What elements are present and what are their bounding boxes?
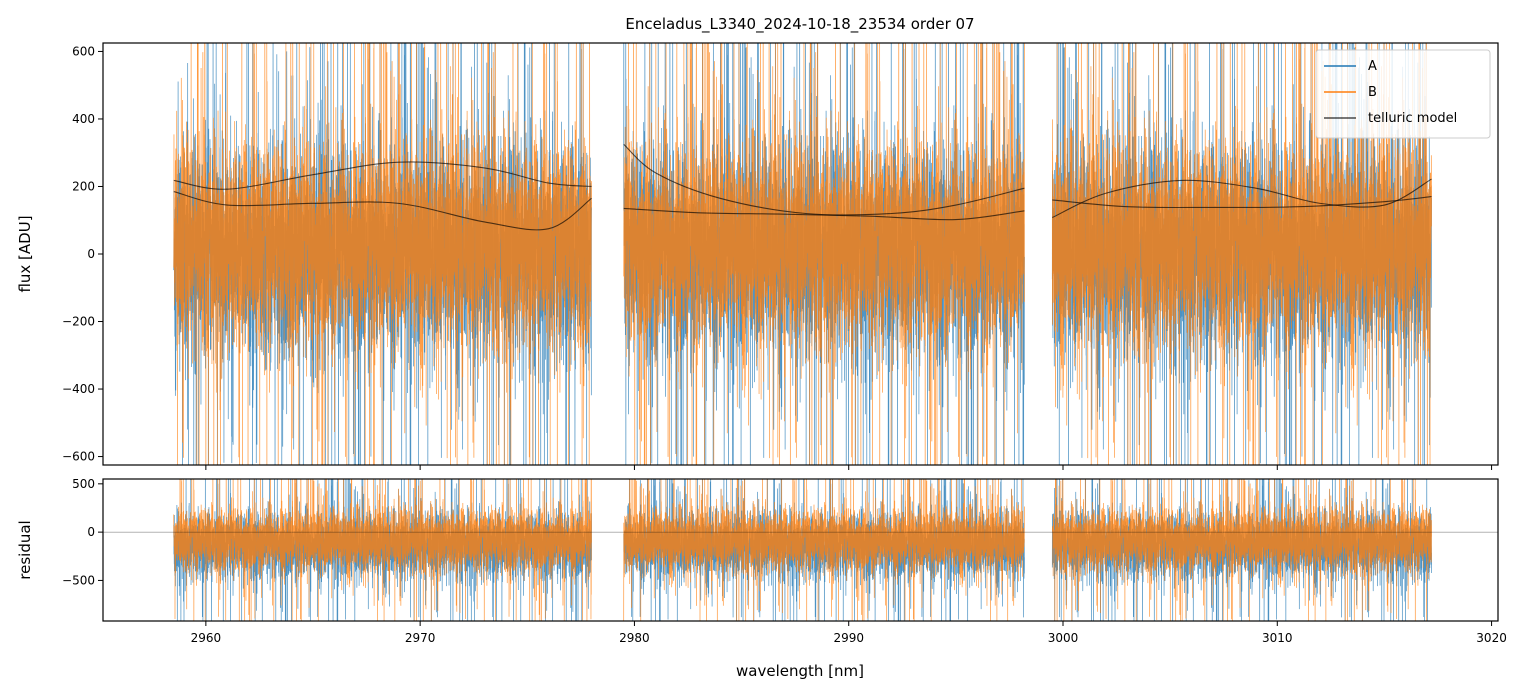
residual-data-area bbox=[103, 479, 1498, 621]
flux-y-axis-label: flux [ADU] bbox=[16, 215, 34, 292]
residual-y-axis-label: residual bbox=[16, 520, 34, 579]
flux-series-b-segment-2 bbox=[1051, 43, 1432, 465]
x-tick-label: 2960 bbox=[191, 631, 222, 645]
x-tick-label: 2990 bbox=[833, 631, 864, 645]
x-tick-label: 3000 bbox=[1048, 631, 1079, 645]
residual-axes-frame bbox=[102, 478, 1499, 622]
telluric-model-upper-segment-2 bbox=[1052, 178, 1432, 219]
residual-y-ticks: −500 0 500 bbox=[62, 477, 103, 587]
telluric-model-upper-segment-0 bbox=[173, 161, 592, 190]
x-tick-label: 3010 bbox=[1262, 631, 1293, 645]
legend-label-telluric: telluric model bbox=[1368, 111, 1457, 126]
y-tick-label: −200 bbox=[62, 315, 95, 329]
y-tick-label: 200 bbox=[72, 179, 95, 193]
telluric-model-lower-segment-1 bbox=[623, 207, 1025, 221]
y-tick-label: 0 bbox=[87, 247, 95, 261]
legend-box bbox=[1315, 49, 1491, 139]
x-tick-label: 3020 bbox=[1476, 631, 1507, 645]
residual-series-b-segment-0 bbox=[173, 479, 592, 621]
residual-x-ticks: 2960 2970 2980 2990 3000 3010 3020 bbox=[191, 621, 1507, 645]
x-tick-label: 2970 bbox=[405, 631, 436, 645]
legend-label-a: A bbox=[1368, 59, 1377, 74]
legend: A B telluric model bbox=[1315, 49, 1491, 139]
y-tick-label: 0 bbox=[87, 525, 95, 539]
flux-axes-frame bbox=[102, 42, 1499, 466]
residual-panel: −500 0 500 2960 2970 2980 2990 3000 3010 3020 re… bbox=[16, 477, 1507, 680]
y-tick-label: −500 bbox=[62, 573, 95, 587]
y-tick-label: 500 bbox=[72, 477, 95, 491]
x-axis-label: wavelength [nm] bbox=[736, 662, 864, 680]
flux-panel: −600 −400 −200 0 200 400 600 flux [ADU] bbox=[16, 42, 1499, 470]
y-tick-label: −600 bbox=[62, 450, 95, 464]
residual-series-b-segment-2 bbox=[1051, 479, 1432, 621]
residual-series-b-segment-1 bbox=[623, 479, 1025, 621]
telluric-model-lower-segment-0 bbox=[173, 191, 592, 231]
telluric-model-lower-segment-2 bbox=[1052, 196, 1432, 209]
y-tick-label: 600 bbox=[72, 44, 95, 58]
chart-title: Enceladus_L3340_2024-10-18_23534 order 0… bbox=[625, 15, 974, 34]
flux-series-b-segment-0 bbox=[173, 43, 592, 465]
y-tick-label: 400 bbox=[72, 112, 95, 126]
flux-data-area bbox=[173, 43, 1432, 465]
legend-label-b: B bbox=[1368, 85, 1377, 100]
x-tick-label: 2980 bbox=[619, 631, 650, 645]
flux-x-ticks bbox=[205, 465, 1493, 470]
flux-y-ticks: −600 −400 −200 0 200 400 600 bbox=[62, 44, 103, 464]
y-tick-label: −400 bbox=[62, 382, 95, 396]
flux-series-b-segment-1 bbox=[623, 43, 1025, 465]
telluric-model-upper-segment-1 bbox=[623, 143, 1025, 216]
